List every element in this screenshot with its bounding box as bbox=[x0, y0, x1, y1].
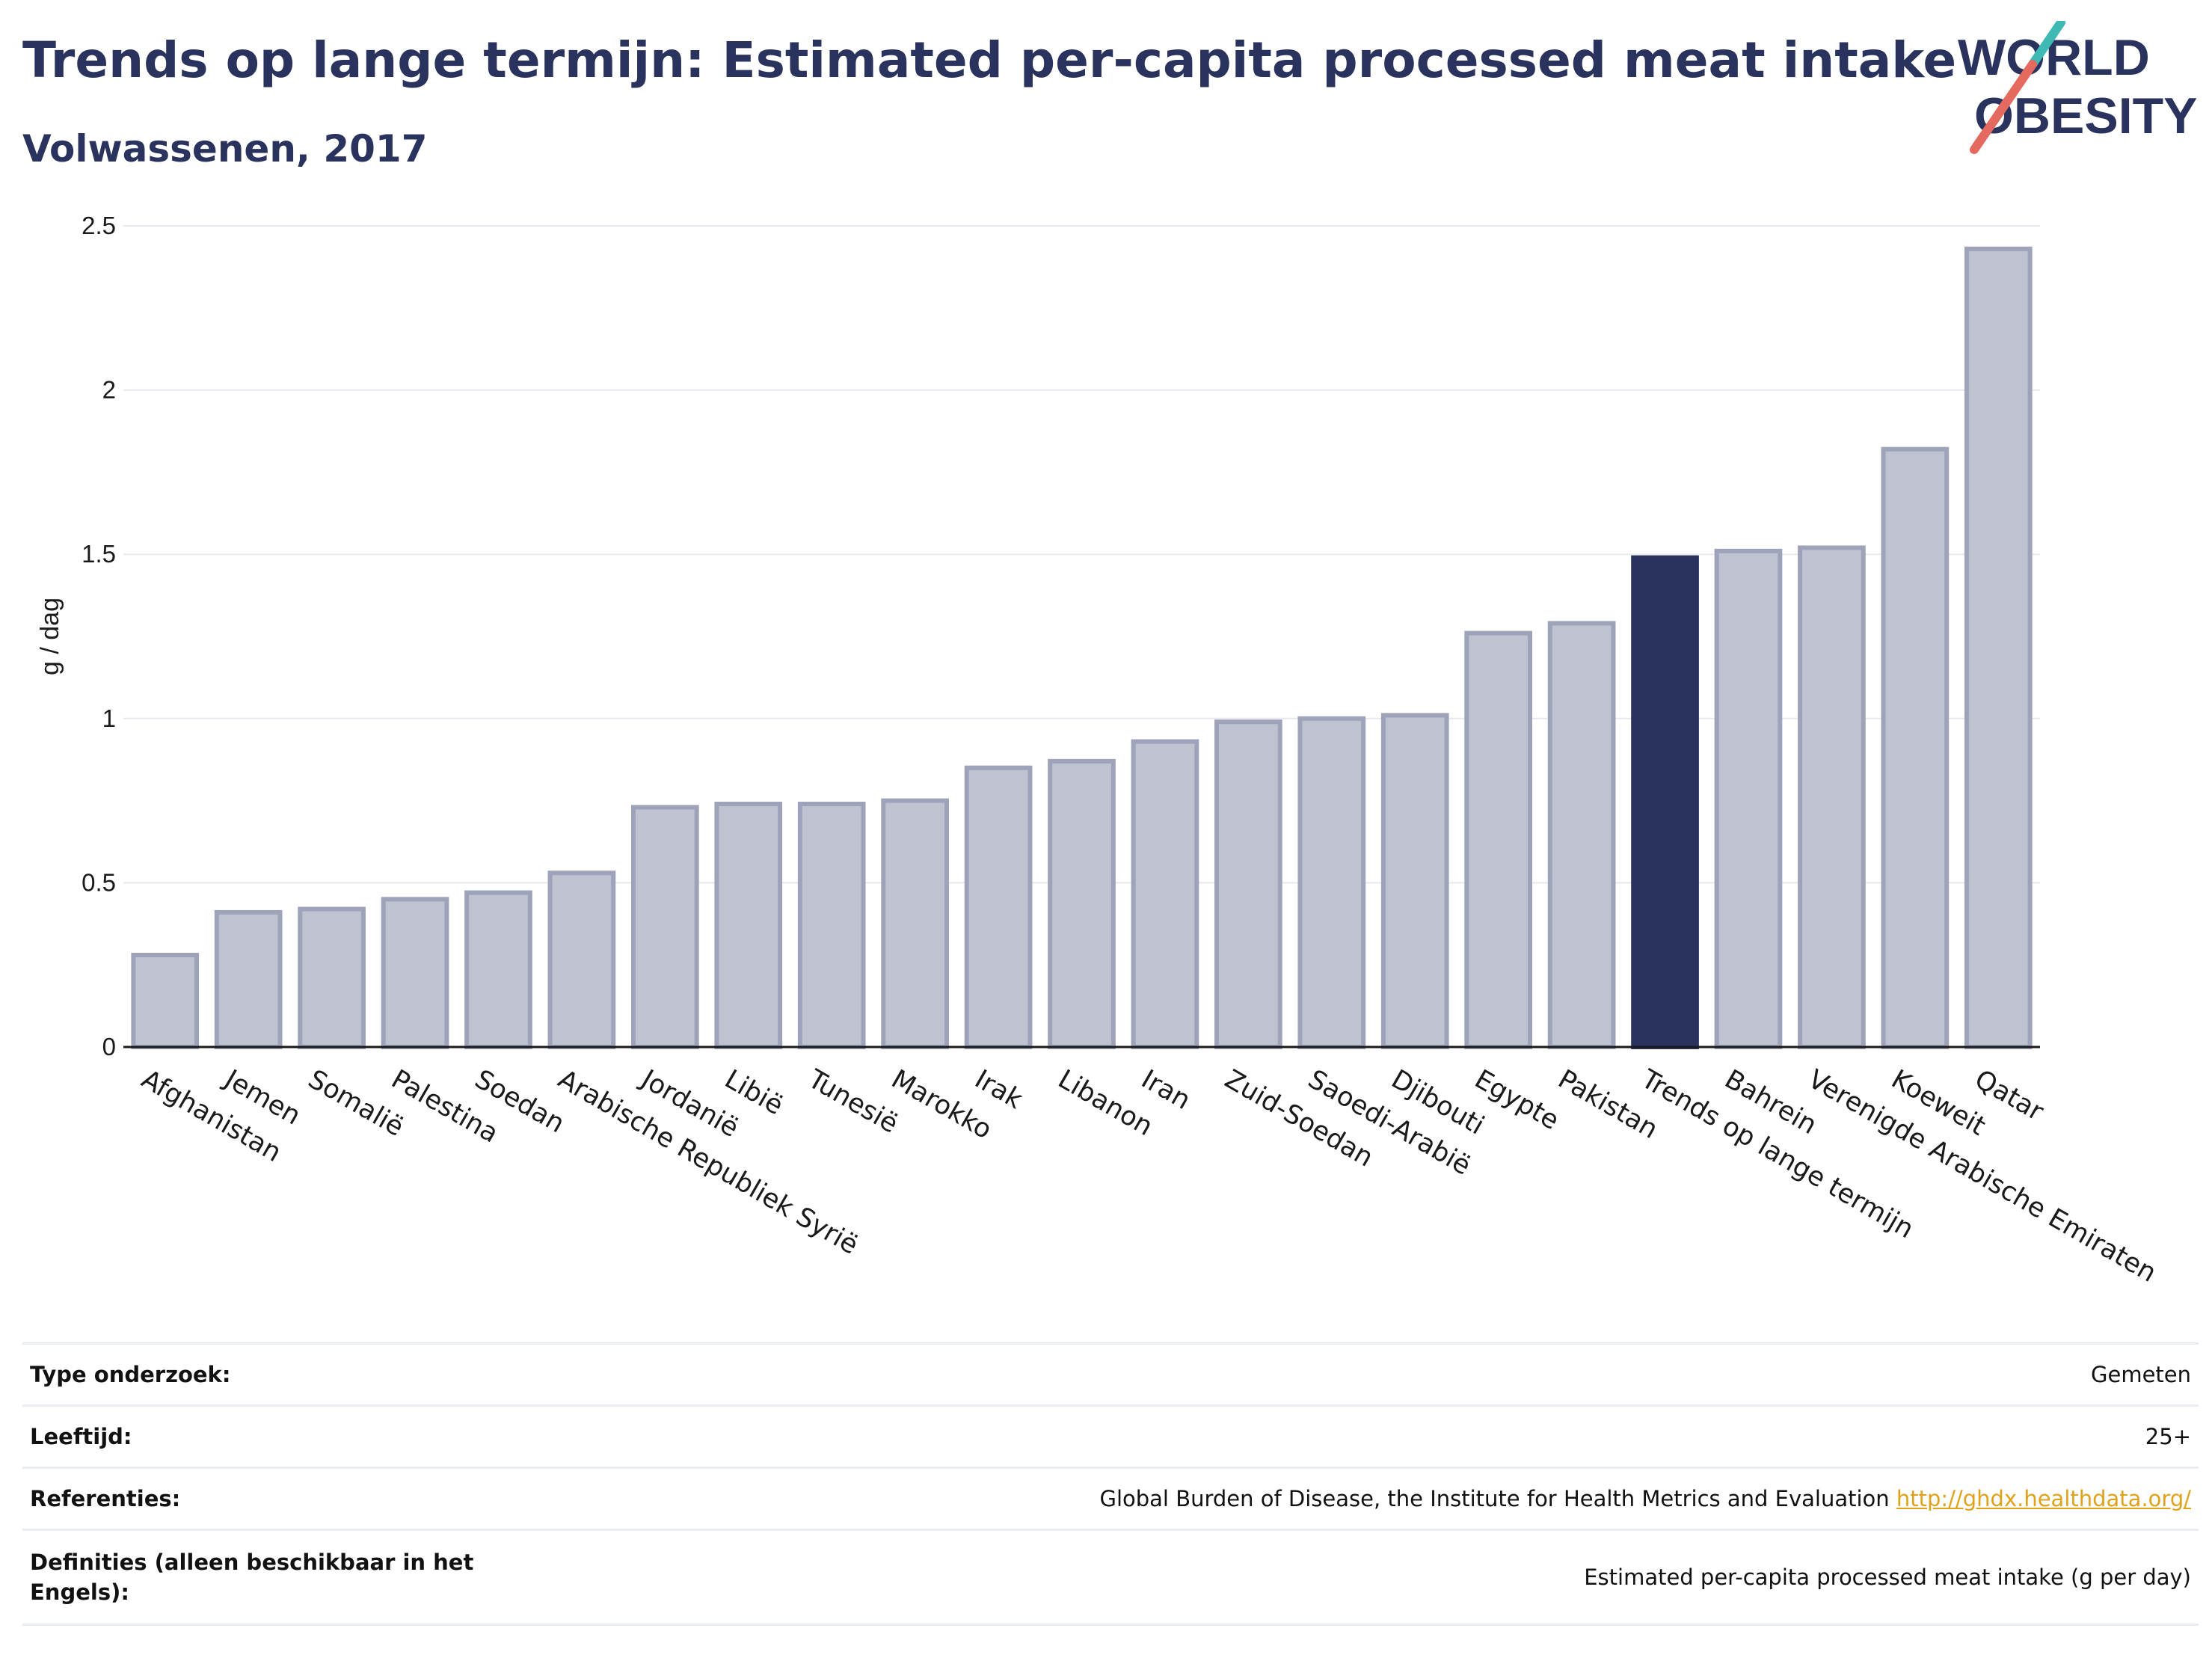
bar-chart: 0 0.5 1 1.5 2 2.5 AfghanistanJemenSomaliëPale… bbox=[36, 212, 2161, 1289]
info-row: Referenties: Global Burden of Disease, th… bbox=[22, 1467, 2199, 1530]
chart-title: Trends op lange termijn: Estimated per-c… bbox=[22, 31, 1957, 89]
bar bbox=[1631, 555, 1699, 1049]
x-tick-label: Egypte bbox=[1469, 1064, 1564, 1136]
bar bbox=[1464, 630, 1533, 1049]
info-value-text: Global Burden of Disease, the Institute … bbox=[1099, 1486, 1890, 1511]
x-tick-label: Verenigde Arabische Emiraten bbox=[1803, 1064, 2161, 1289]
info-label: Leeftijd: bbox=[22, 1404, 516, 1468]
info-value: Global Burden of Disease, the Institute … bbox=[516, 1467, 2199, 1530]
x-tick-label: Libanon bbox=[1053, 1064, 1158, 1142]
chart-subtitle: Volwassenen, 2017 bbox=[22, 127, 428, 171]
x-axis-labels: AfghanistanJemenSomaliëPalestinaSoedanAr… bbox=[136, 1063, 2161, 1289]
x-tick-label: Somalië bbox=[303, 1064, 408, 1143]
bar bbox=[1714, 548, 1783, 1049]
bar bbox=[298, 906, 366, 1050]
y-tick-label: 2.5 bbox=[82, 212, 116, 239]
y-tick-label: 0.5 bbox=[82, 868, 116, 896]
bar bbox=[1048, 758, 1116, 1049]
x-tick-label: Iran bbox=[1136, 1064, 1195, 1116]
bar bbox=[1380, 713, 1449, 1050]
info-label: Referenties: bbox=[22, 1467, 516, 1530]
info-table: Type onderzoek: Gemeten Leeftijd: 25+ Refere… bbox=[22, 1342, 2199, 1626]
y-tick-label: 1.5 bbox=[82, 540, 116, 568]
info-value-text: Gemeten bbox=[2091, 1362, 2191, 1387]
y-tick-label: 1 bbox=[102, 704, 116, 732]
bar bbox=[714, 801, 783, 1049]
y-axis-ticks: 0 0.5 1 1.5 2 2.5 bbox=[82, 212, 116, 1060]
info-label: Type onderzoek: bbox=[22, 1342, 516, 1406]
bar bbox=[131, 953, 200, 1050]
bar bbox=[964, 765, 1033, 1050]
bar bbox=[1964, 246, 2033, 1049]
bar bbox=[547, 871, 616, 1049]
info-row: Type onderzoek: Gemeten bbox=[22, 1342, 2199, 1406]
info-value: 25+ bbox=[516, 1404, 2199, 1468]
reference-link[interactable]: http://ghdx.healthdata.org/ bbox=[1896, 1486, 2191, 1511]
bar bbox=[1798, 545, 1866, 1049]
bar bbox=[1547, 621, 1616, 1049]
bar bbox=[1131, 739, 1199, 1049]
x-tick-label: Afghanistan bbox=[136, 1064, 286, 1168]
x-tick-label: Tunesië bbox=[802, 1064, 903, 1140]
y-axis-title: g / dag bbox=[36, 598, 64, 675]
info-value-text: 25+ bbox=[2145, 1424, 2191, 1449]
bar bbox=[214, 909, 283, 1049]
info-value-text: Estimated per-capita processed meat inta… bbox=[1584, 1565, 2191, 1590]
bar bbox=[881, 798, 949, 1049]
y-tick-label: 2 bbox=[102, 376, 116, 404]
bar bbox=[797, 801, 866, 1049]
logo-slash-coral bbox=[1970, 60, 2037, 154]
world-obesity-logo: WORLD OBESITY bbox=[1958, 21, 2198, 154]
info-value: Estimated per-capita processed meat inta… bbox=[516, 1529, 2199, 1626]
bar bbox=[1881, 446, 1950, 1049]
bar bbox=[630, 805, 699, 1050]
bar bbox=[381, 897, 449, 1049]
info-row: Definities (alleen beschikbaar in het En… bbox=[22, 1529, 2199, 1626]
bar bbox=[1214, 719, 1282, 1050]
bars bbox=[131, 246, 2033, 1050]
info-value: Gemeten bbox=[516, 1342, 2199, 1406]
logo-slash-teal bbox=[2028, 21, 2065, 69]
y-tick-label: 0 bbox=[102, 1033, 116, 1060]
info-label: Definities (alleen beschikbaar in het En… bbox=[22, 1529, 516, 1626]
x-tick-label: Irak bbox=[970, 1064, 1028, 1115]
bar bbox=[1297, 716, 1366, 1049]
info-row: Leeftijd: 25+ bbox=[22, 1404, 2199, 1468]
bar bbox=[464, 890, 532, 1050]
